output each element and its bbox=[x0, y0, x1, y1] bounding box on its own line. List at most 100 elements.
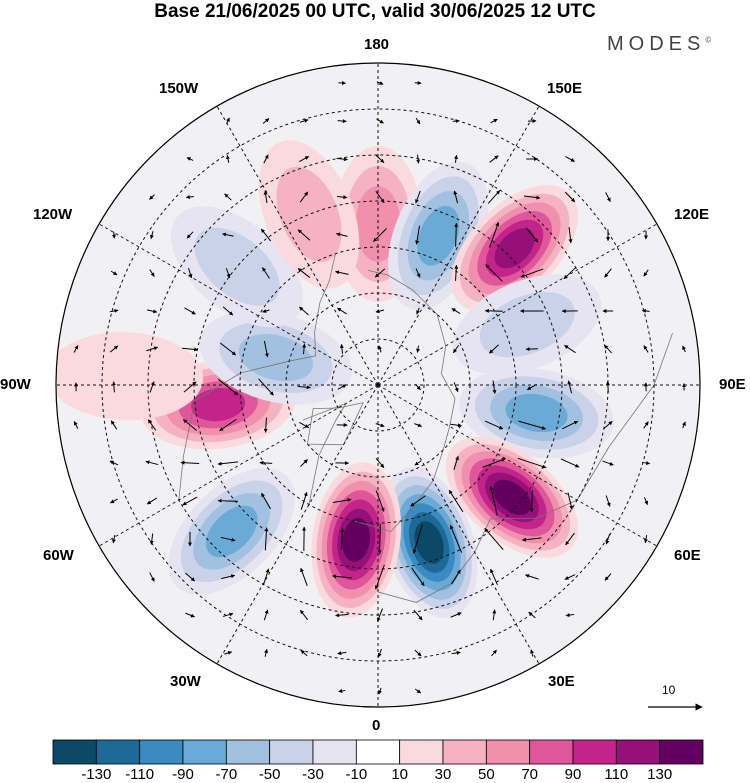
wind-vector bbox=[182, 496, 198, 506]
wind-vector bbox=[376, 118, 384, 124]
wind-vector bbox=[149, 194, 155, 200]
wind-vector bbox=[378, 687, 382, 695]
wind-vector bbox=[378, 345, 382, 353]
wind-vector bbox=[375, 309, 385, 314]
wind-vector-layer bbox=[73, 80, 687, 695]
colorbar-box bbox=[399, 739, 444, 765]
wind-vector bbox=[643, 345, 649, 353]
wind-vector bbox=[374, 268, 386, 278]
wind-vector bbox=[302, 343, 307, 355]
wind-vector bbox=[300, 459, 308, 467]
wind-vector bbox=[180, 460, 200, 465]
wind-vector bbox=[452, 119, 460, 124]
anomaly-center-8 bbox=[311, 462, 402, 618]
latitude-circle bbox=[331, 338, 425, 432]
wind-vector bbox=[411, 567, 425, 587]
wind-vector bbox=[335, 613, 349, 618]
lon-label-0: 0 bbox=[372, 717, 381, 734]
wind-vector bbox=[453, 382, 459, 393]
lon-label-90e: 90E bbox=[719, 376, 746, 393]
wind-vector bbox=[451, 308, 461, 314]
wind-vector bbox=[299, 118, 309, 123]
wind-vector bbox=[451, 569, 461, 585]
wind-vector bbox=[416, 307, 420, 315]
wind-vector bbox=[222, 612, 234, 617]
wind-vector bbox=[336, 157, 348, 162]
wind-vector bbox=[336, 232, 348, 237]
wind-vector bbox=[222, 306, 234, 316]
wind-vector bbox=[567, 380, 573, 394]
wind-vector bbox=[568, 227, 573, 244]
anomaly-fill-layer bbox=[56, 140, 614, 618]
modes-logo: MODES© bbox=[607, 33, 712, 55]
wind-vector bbox=[299, 306, 309, 316]
wind-vector bbox=[529, 490, 534, 513]
wind-vector bbox=[605, 381, 610, 393]
wind-vector bbox=[415, 268, 421, 278]
lon-label-90w: 90W bbox=[0, 376, 31, 393]
wind-vector bbox=[414, 460, 422, 466]
colorbar-tick-label: -50 bbox=[258, 766, 281, 783]
colorbar-tick-label: 130 bbox=[647, 766, 673, 783]
lon-label-30e: 30E bbox=[548, 673, 575, 690]
wind-vector bbox=[110, 498, 118, 504]
wind-vector bbox=[450, 612, 462, 618]
anomaly-center-14 bbox=[56, 332, 204, 421]
colorbar-tick-label: 70 bbox=[521, 766, 538, 783]
wind-vector bbox=[300, 649, 308, 657]
wind-vector bbox=[263, 340, 269, 358]
wind-vector bbox=[376, 81, 384, 85]
lon-label-60w: 60W bbox=[43, 547, 74, 564]
wind-vector bbox=[111, 534, 116, 544]
wind-vector bbox=[520, 268, 544, 278]
wind-vector bbox=[602, 460, 614, 466]
colorbar-box bbox=[615, 739, 661, 765]
wind-vector bbox=[415, 383, 421, 391]
wind-vector bbox=[300, 491, 308, 510]
wind-vector bbox=[642, 461, 651, 466]
wind-vector bbox=[450, 423, 462, 428]
wind-vector bbox=[518, 420, 546, 430]
wind-vector bbox=[260, 228, 272, 242]
wind-vector bbox=[110, 270, 118, 276]
coastline-4 bbox=[377, 332, 673, 603]
wind-vector bbox=[185, 612, 195, 618]
wind-vector bbox=[146, 497, 158, 505]
wind-vector bbox=[262, 309, 270, 313]
wind-vector bbox=[376, 608, 383, 622]
wind-vector bbox=[337, 384, 347, 390]
reference-vector-label: 10 bbox=[662, 683, 676, 697]
wind-vector bbox=[564, 191, 576, 203]
wind-vector bbox=[299, 609, 309, 621]
wind-vector bbox=[299, 422, 310, 428]
wind-vector bbox=[490, 118, 498, 124]
wind-vector bbox=[604, 573, 612, 581]
lon-label-150w: 150W bbox=[159, 80, 199, 97]
wind-vector bbox=[643, 421, 649, 429]
wind-vector bbox=[335, 270, 349, 275]
anomaly-center-11 bbox=[199, 310, 353, 405]
colorbar-box bbox=[95, 739, 141, 765]
wind-vector bbox=[451, 650, 461, 655]
wind-vector bbox=[340, 528, 345, 550]
wind-vector bbox=[111, 231, 116, 239]
wind-vector bbox=[299, 156, 310, 162]
colorbar-tick-label: -130 bbox=[81, 766, 112, 783]
wind-vector bbox=[264, 648, 268, 657]
wind-vector bbox=[147, 419, 157, 431]
wind-vector bbox=[528, 611, 536, 619]
wind-vector bbox=[377, 648, 383, 658]
colorbar-tick-label: 10 bbox=[391, 766, 408, 783]
wind-vector bbox=[263, 417, 268, 433]
coastline-layer bbox=[178, 253, 673, 603]
wind-vector bbox=[449, 525, 463, 553]
wind-vector bbox=[482, 458, 506, 468]
wind-vector bbox=[605, 495, 611, 507]
wind-vector bbox=[410, 495, 426, 507]
wind-vector bbox=[185, 195, 194, 200]
wind-vector bbox=[149, 381, 155, 393]
wind-vector bbox=[561, 420, 579, 430]
wind-vector bbox=[414, 80, 422, 85]
wind-vector bbox=[491, 649, 497, 657]
